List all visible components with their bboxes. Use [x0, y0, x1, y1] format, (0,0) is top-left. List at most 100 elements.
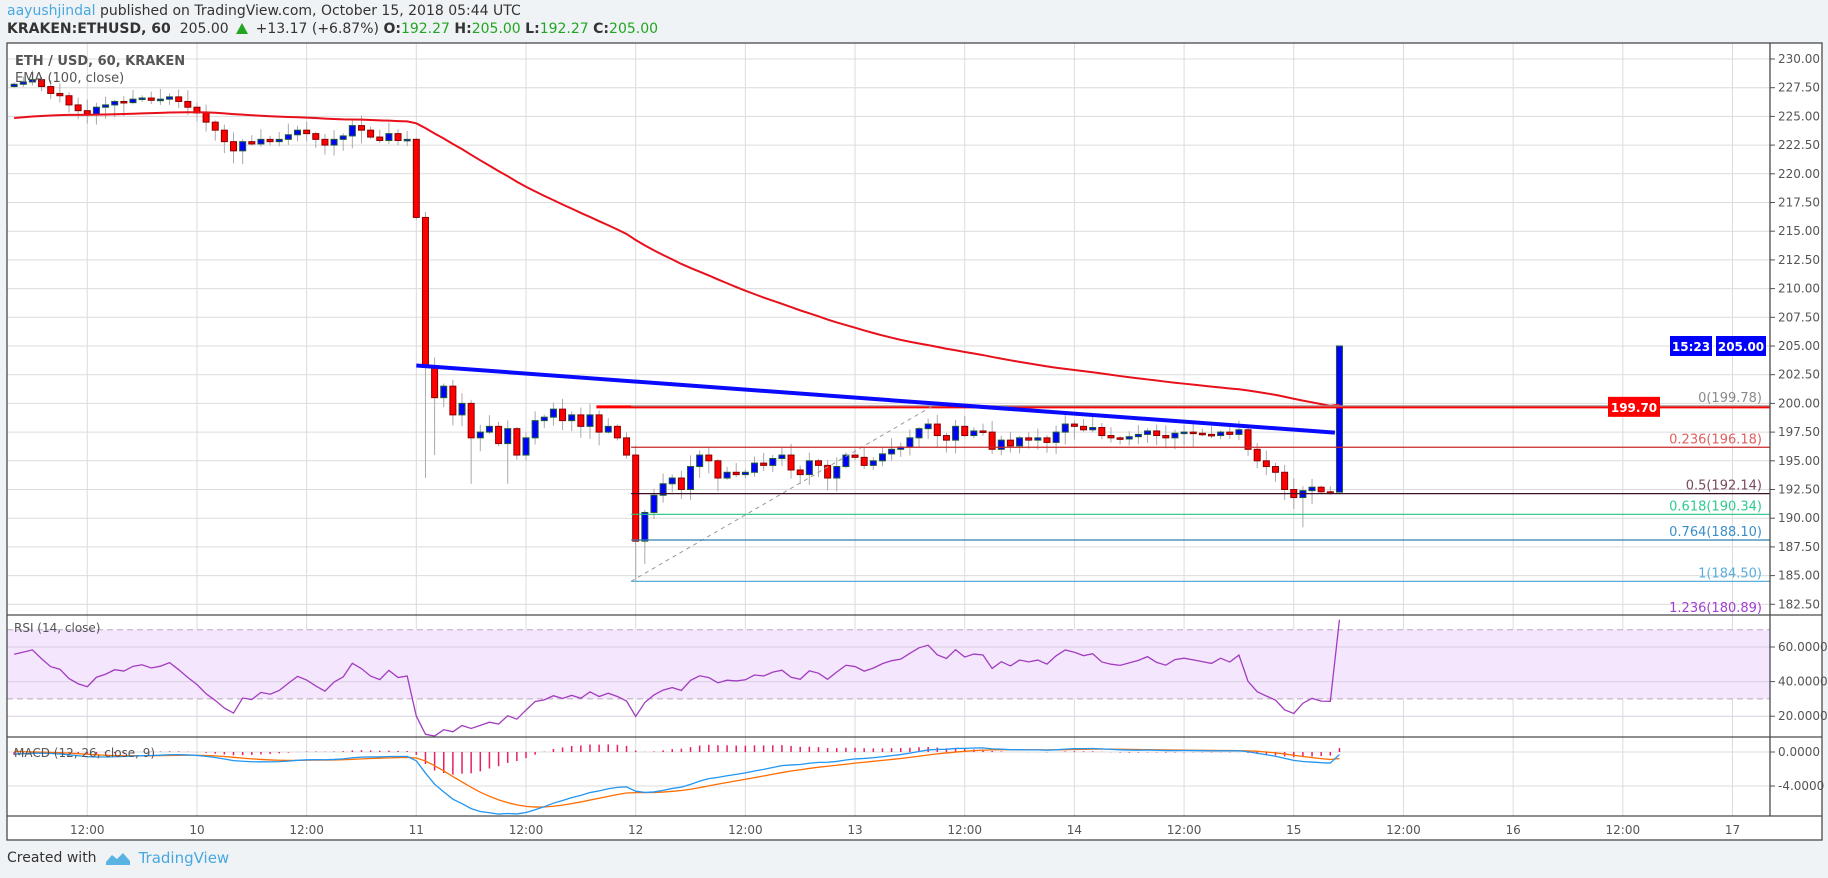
chart-title: ETH / USD, 60, KRAKEN — [15, 54, 185, 69]
candle-down — [147, 97, 155, 101]
candle-up — [102, 104, 110, 108]
footer: Created with TradingView — [7, 849, 229, 867]
tradingview-link[interactable]: TradingView — [138, 849, 230, 867]
candle-down — [1189, 431, 1197, 435]
candle-up — [869, 460, 877, 466]
candle-up — [522, 437, 530, 456]
candle-up — [275, 138, 283, 143]
candle-down — [1080, 425, 1088, 431]
candle-down — [74, 104, 82, 112]
candle-up — [156, 98, 164, 102]
price-tick-label: 182.50 — [1778, 597, 1820, 611]
candle-up — [1016, 437, 1024, 447]
price-tick-label: 217.50 — [1778, 196, 1820, 210]
candle-up — [403, 138, 411, 142]
candle-up — [1089, 427, 1097, 431]
candle-down — [38, 79, 46, 88]
candle-up — [641, 511, 649, 542]
candle-down — [1253, 448, 1261, 462]
candle-up — [19, 81, 27, 85]
candle-down — [595, 414, 603, 433]
candle-down — [1070, 423, 1078, 427]
candle-down — [1107, 435, 1115, 439]
fib-level-label: 0.618(190.34) — [1669, 499, 1762, 514]
fib-level-label: 1.236(180.89) — [1669, 601, 1762, 616]
candle-down — [211, 121, 219, 131]
candle-down — [184, 100, 192, 108]
candle-down — [56, 92, 64, 97]
candle-up — [952, 425, 960, 441]
candle-down — [732, 471, 740, 476]
candle-up — [129, 98, 137, 104]
candle-up — [997, 439, 1005, 450]
price-tick-label: 220.00 — [1778, 167, 1820, 181]
macd-line — [14, 747, 1340, 815]
candle-down — [851, 454, 859, 458]
candle-up — [385, 133, 393, 142]
candle-up — [504, 428, 512, 445]
candle-up — [842, 454, 850, 468]
chart-frame — [6, 42, 1823, 841]
open-label: O: — [383, 21, 401, 37]
last-price-badge — [1716, 336, 1766, 356]
fib-level-label: 0(199.78) — [1698, 391, 1762, 406]
candle-down — [248, 141, 256, 145]
candle-up — [778, 454, 786, 460]
time-tick-label: 12:00 — [70, 823, 105, 837]
candle-down — [1281, 471, 1289, 490]
rsi-legend: RSI (14, close) — [14, 621, 100, 635]
candle-up — [138, 97, 146, 101]
candle-down — [513, 428, 521, 456]
candle-down — [1116, 437, 1124, 440]
candle-down — [83, 110, 91, 115]
candle-up — [440, 385, 448, 399]
candle-up — [10, 83, 18, 88]
candle-down — [1226, 431, 1234, 435]
candle-down — [421, 216, 429, 368]
candle-down — [613, 425, 621, 439]
time-tick-label: 12:00 — [509, 823, 544, 837]
candle-down — [220, 129, 228, 143]
ema-legend: EMA (100, close) — [15, 71, 124, 86]
candle-up — [531, 420, 539, 439]
rsi-tick-label: 60.0000 — [1778, 640, 1828, 654]
candle-up — [906, 437, 914, 448]
candle-down — [760, 462, 768, 466]
candle-down — [577, 414, 585, 427]
candle-down — [714, 460, 722, 479]
candle-down — [230, 141, 238, 152]
author-link[interactable]: aayushjindal — [7, 3, 96, 19]
created-with-text: Created with — [7, 850, 97, 866]
candle-up — [1335, 345, 1343, 493]
candle-down — [47, 86, 55, 94]
candle-down — [787, 454, 795, 471]
price-tick-label: 190.00 — [1778, 511, 1820, 525]
candle-up — [833, 466, 841, 479]
candle-down — [979, 430, 987, 433]
candle-up — [540, 416, 548, 422]
published-text: published on TradingView.com, October 15… — [99, 3, 521, 19]
countdown-badge — [1670, 336, 1712, 356]
candle-down — [1262, 460, 1270, 468]
time-tick-label: 13 — [847, 823, 862, 837]
candle-down — [961, 425, 969, 437]
candle-up — [1125, 436, 1133, 440]
price-tick-label: 227.50 — [1778, 81, 1820, 95]
candle-down — [1043, 437, 1051, 443]
candle-up — [805, 460, 813, 476]
candle-down — [677, 477, 685, 490]
candle-up — [586, 414, 594, 427]
candle-down — [412, 138, 420, 218]
price-tick-label: 185.00 — [1778, 569, 1820, 583]
candle-down — [705, 454, 713, 462]
time-tick-label: 12:00 — [1167, 823, 1202, 837]
price-tick-label: 197.50 — [1778, 425, 1820, 439]
candle-down — [202, 112, 210, 123]
low-value: 192.27 — [539, 21, 589, 37]
time-tick-label: 12:00 — [289, 823, 324, 837]
fib-level-label: 1(184.50) — [1698, 566, 1762, 581]
symbol-label: KRAKEN:ETHUSD, 60 — [7, 21, 171, 37]
candle-up — [294, 129, 301, 136]
candle-up — [166, 96, 174, 100]
